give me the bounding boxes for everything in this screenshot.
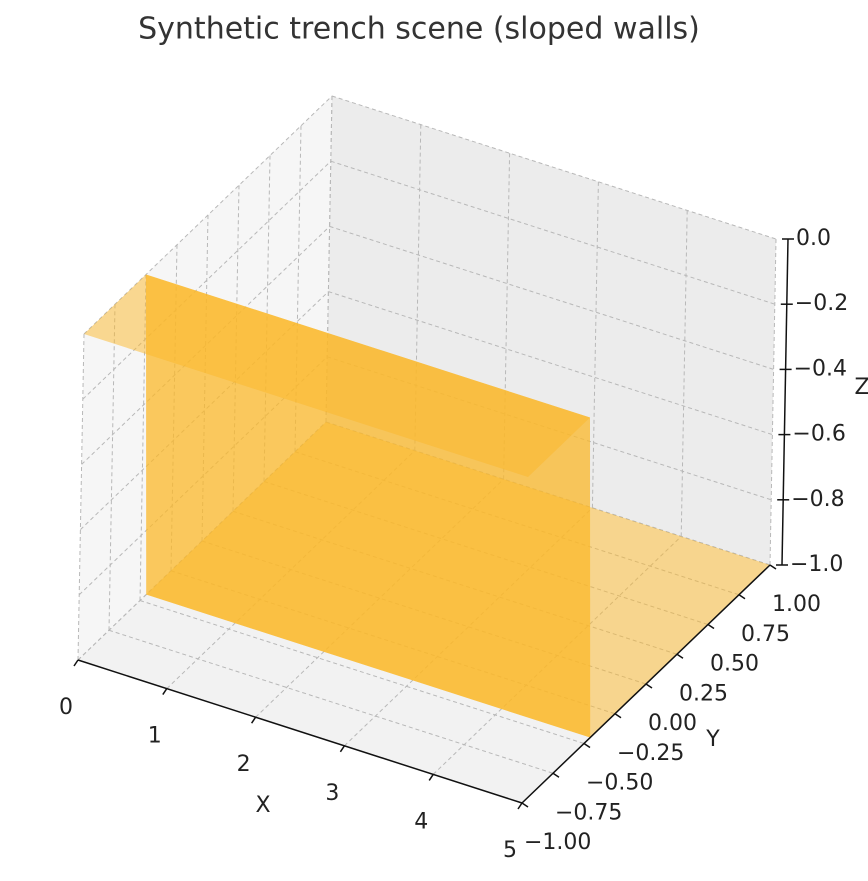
z-tick-label: −0.4 [794,356,847,381]
y-tick [707,623,715,630]
grid-line [328,291,773,436]
grid-line [294,125,302,452]
z-tick-label: −0.2 [795,291,848,316]
y-tick [769,564,777,570]
x-tick [250,716,257,724]
y-tick-label: 0.50 [710,652,759,677]
y-tick-label: 0.25 [679,681,728,706]
y-tick-label: −0.50 [586,771,653,796]
y-tick [552,772,560,778]
x-tick-label: 0 [59,695,73,720]
y-axis-label: Y [705,727,720,752]
y-tick [614,713,622,719]
x-tick [428,773,434,781]
grid-line [330,160,775,305]
y-tick-label: 0.00 [648,711,697,736]
z-tick-label: −1.0 [790,552,843,577]
grid-line [108,304,116,631]
x-tick [517,802,523,810]
grid-line [325,95,333,423]
z-axis-label: Z [854,375,868,400]
y-tick-label: 0.75 [741,622,790,647]
y-tick [645,683,653,689]
grid-line [329,225,774,370]
z-tick-label: 0.0 [796,226,831,251]
y-tick-label: −0.25 [617,741,684,766]
x-tick-label: 4 [414,809,428,834]
chart-title: Synthetic trench scene (sloped walls) [138,12,700,47]
y-tick-label: −0.75 [555,800,622,825]
axis-line [77,659,523,804]
x-axis-label: X [255,793,270,818]
x-tick [162,688,168,696]
grid-line [331,95,777,240]
grid-line [139,274,147,601]
y-tick [676,653,684,659]
grid-line [591,181,599,508]
surface-strip [84,274,590,477]
x-tick [73,659,79,667]
z-tick-label: −0.8 [791,487,844,512]
grid-line [680,210,688,537]
x-tick [339,745,346,753]
grid-line [503,153,511,480]
x-tick-label: 1 [148,724,162,749]
axis-line [781,238,789,566]
y-tick [583,742,591,749]
x-tick-label: 3 [325,781,339,806]
y-tick [738,594,746,600]
grid-line [769,238,777,566]
grid-line [414,124,422,451]
grid-line [139,600,585,744]
x-tick-label: 5 [503,838,517,863]
z-tick-label: −0.6 [792,422,845,447]
x-tick-label: 2 [237,752,251,777]
grid-line [108,629,554,774]
y-tick-label: −1.00 [524,830,591,855]
y-tick [521,802,529,808]
y-tick-label: 1.00 [772,592,821,617]
grid-line [77,333,85,661]
grid-line [82,160,332,400]
